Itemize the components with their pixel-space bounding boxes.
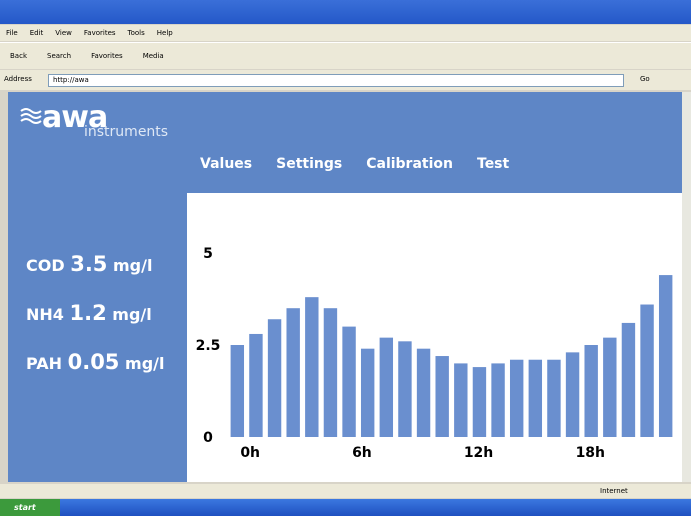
address-label: Address	[4, 75, 32, 83]
menu-item[interactable]: Edit	[29, 29, 44, 37]
logo-waves	[20, 108, 42, 124]
start-button[interactable]: start	[0, 499, 60, 516]
nav: Values Settings Calibration Test	[200, 156, 509, 172]
taskbar: start	[0, 499, 691, 516]
x-tick-label: 18h	[576, 445, 605, 461]
app-page: awa instruments Values Settings Calibratio…	[8, 92, 682, 482]
bar	[547, 359, 561, 437]
scrollbar	[682, 92, 691, 482]
bar	[323, 308, 338, 437]
nav-link[interactable]: Values	[200, 156, 253, 172]
reading: NH4 1.2 mg/l	[26, 301, 164, 350]
bar	[435, 356, 449, 437]
menu-item[interactable]: View	[55, 29, 72, 37]
title-bar	[0, 0, 691, 24]
bar	[230, 345, 245, 437]
y-tick-label: 5	[203, 246, 213, 262]
bar	[398, 341, 412, 437]
x-tick-label: 12h	[464, 445, 493, 461]
menu-item[interactable]: Help	[156, 29, 173, 37]
toolbar-button[interactable]: Favorites	[91, 52, 123, 60]
bar	[416, 348, 431, 437]
menu-item[interactable]: Favorites	[83, 29, 116, 37]
reading-value: 3.5	[70, 252, 108, 276]
address-field[interactable]: http://awa	[48, 74, 624, 87]
chart: 0 2.5 5 0h 6h 12h 18h	[187, 193, 682, 482]
bar	[286, 308, 300, 437]
reading-value: 0.05	[67, 350, 120, 374]
bar	[565, 352, 580, 437]
address-bar: Address http://awa Go	[0, 70, 691, 90]
reading-label: PAH	[26, 354, 63, 373]
x-tick-label: 0h	[240, 445, 260, 461]
logo-sub: instruments	[84, 124, 169, 140]
go-button[interactable]: Go	[640, 75, 650, 83]
x-tick-label: 6h	[352, 445, 372, 461]
menu-item[interactable]: File	[6, 29, 18, 37]
bar	[621, 322, 636, 437]
bar	[249, 333, 263, 437]
logo: awa	[42, 100, 108, 135]
bar	[379, 337, 394, 437]
menu-item[interactable]: Tools	[127, 29, 145, 37]
bar	[472, 367, 487, 437]
bar	[584, 345, 598, 437]
bar	[509, 359, 524, 437]
bar	[305, 297, 319, 437]
bar	[454, 363, 468, 437]
toolbar: Back Search Favorites Media	[0, 42, 691, 69]
reading-value: 1.2	[69, 301, 107, 325]
reading: PAH 0.05 mg/l	[26, 350, 164, 399]
y-tick-label: 0	[203, 430, 213, 446]
status-zone: Internet	[600, 487, 628, 495]
nav-link[interactable]: Test	[477, 156, 510, 172]
menu-bar: File Edit View Favorites Tools Help	[0, 25, 691, 41]
bar	[342, 326, 356, 437]
toolbar-button[interactable]: Media	[142, 52, 164, 60]
toolbar-button[interactable]: Search	[47, 52, 72, 60]
bar	[640, 304, 654, 437]
nav-link[interactable]: Settings	[276, 156, 343, 172]
bar	[603, 337, 617, 437]
bar	[528, 359, 543, 437]
nav-link[interactable]: Calibration	[366, 156, 453, 172]
y-tick-label: 2.5	[196, 338, 221, 354]
status-bar: Internet	[0, 484, 691, 498]
bar	[491, 363, 505, 437]
bar	[360, 348, 375, 437]
readings: COD 3.5 mg/l NH4 1.2 mg/l PAH 0.05 mg/l	[26, 252, 164, 399]
reading-unit: mg/l	[112, 256, 153, 275]
toolbar-button[interactable]: Back	[10, 52, 27, 60]
bar	[658, 275, 673, 437]
reading: COD 3.5 mg/l	[26, 252, 164, 301]
reading-unit: mg/l	[112, 305, 152, 324]
bar	[267, 319, 282, 437]
reading-label: NH4	[26, 305, 64, 324]
reading-label: COD	[26, 256, 65, 275]
reading-unit: mg/l	[125, 354, 165, 373]
